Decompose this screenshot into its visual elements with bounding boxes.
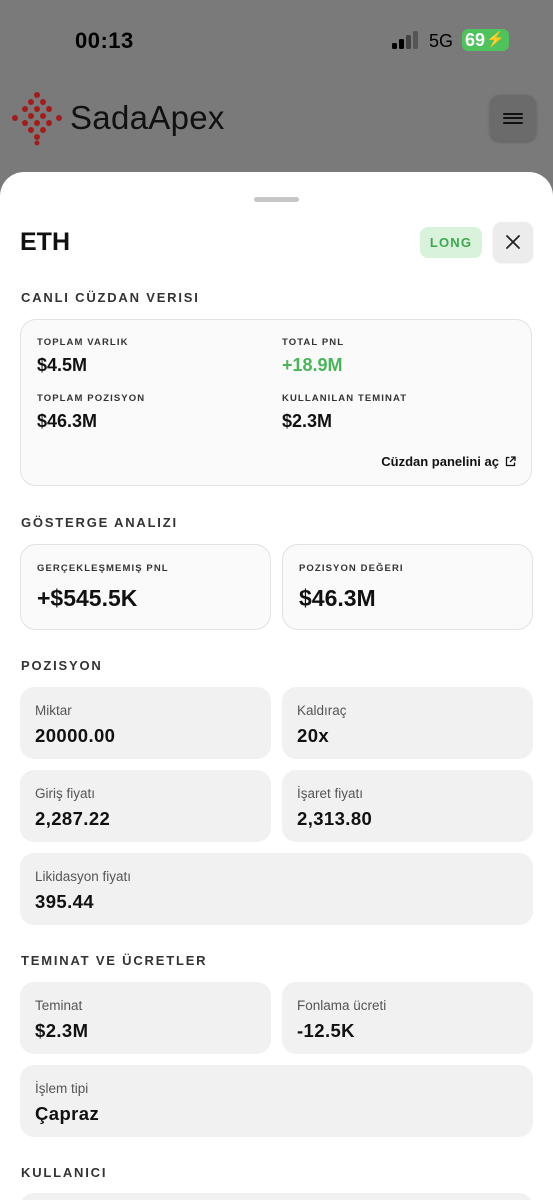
menu-button[interactable] bbox=[490, 95, 536, 141]
position-value-card: POZISYON DEĞERI $46.3M bbox=[282, 544, 533, 630]
used-margin-label: KULLANILAN TEMINAT bbox=[282, 393, 408, 404]
brand-name: SadaApex bbox=[70, 99, 225, 136]
battery-indicator: 69 ⚡ bbox=[462, 29, 509, 51]
position-value-label: POZISYON DEĞERI bbox=[299, 563, 404, 574]
unrealized-pnl-value: +$545.5K bbox=[37, 585, 138, 611]
margin-value: $2.3M bbox=[35, 1020, 89, 1041]
margin-section-heading: TEMINAT VE ÜCRETLER bbox=[21, 953, 208, 968]
amount-label: Miktar bbox=[35, 703, 72, 718]
trade-type-label: İşlem tipi bbox=[35, 1081, 89, 1096]
status-bar: 00:13 5G 69 ⚡ bbox=[0, 0, 553, 80]
mark-price-value: 2,313.80 bbox=[297, 808, 373, 829]
external-link-icon bbox=[505, 456, 516, 467]
position-section-heading: POZISYON bbox=[21, 658, 103, 673]
position-detail-sheet: ETH LONG CANLI CÜZDAN VERISI TOPLAM VARL… bbox=[0, 172, 553, 1200]
liquidation-price-card: Likidasyon fiyatı 395.44 bbox=[20, 853, 533, 925]
amount-card: Miktar 20000.00 bbox=[20, 687, 271, 759]
brand-logo-icon bbox=[12, 92, 62, 146]
entry-price-card: Giriş fiyatı 2,287.22 bbox=[20, 770, 271, 842]
open-wallet-panel-label: Cüzdan panelini aç bbox=[381, 454, 499, 469]
battery-level: 69 bbox=[465, 30, 486, 50]
entry-price-label: Giriş fiyatı bbox=[35, 786, 96, 801]
used-margin-value: $2.3M bbox=[282, 411, 333, 431]
total-pnl-value: +18.9M bbox=[282, 355, 343, 375]
cellular-signal-icon bbox=[392, 31, 422, 49]
total-assets-label: TOPLAM VARLIK bbox=[37, 337, 129, 348]
charging-bolt-icon: ⚡ bbox=[486, 31, 505, 48]
wallet-card: TOPLAM VARLIK $4.5M TOTAL PNL +18.9M TOP… bbox=[20, 319, 532, 486]
close-icon bbox=[506, 235, 520, 249]
funding-fee-label: Fonlama ücreti bbox=[297, 998, 387, 1013]
unrealized-pnl-card: GERÇEKLEŞMEMIŞ PNL +$545.5K bbox=[20, 544, 271, 630]
asset-title: ETH bbox=[20, 228, 70, 256]
indicator-section-heading: GÖSTERGE ANALIZI bbox=[21, 515, 178, 530]
hamburger-icon bbox=[503, 110, 523, 126]
total-position-label: TOPLAM POZISYON bbox=[37, 393, 146, 404]
liquidation-price-label: Likidasyon fiyatı bbox=[35, 869, 132, 884]
leverage-value: 20x bbox=[297, 725, 330, 746]
user-card bbox=[20, 1193, 533, 1200]
amount-value: 20000.00 bbox=[35, 725, 116, 746]
total-pnl-label: TOTAL PNL bbox=[282, 337, 345, 348]
user-section-heading: KULLANICI bbox=[21, 1165, 108, 1180]
funding-fee-card: Fonlama ücreti -12.5K bbox=[282, 982, 533, 1054]
total-position-value: $46.3M bbox=[37, 411, 98, 431]
leverage-card: Kaldıraç 20x bbox=[282, 687, 533, 759]
position-side-badge: LONG bbox=[420, 227, 482, 258]
mark-price-label: İşaret fiyatı bbox=[297, 786, 364, 801]
margin-card: Teminat $2.3M bbox=[20, 982, 271, 1054]
sheet-drag-handle[interactable] bbox=[254, 197, 299, 202]
position-value-value: $46.3M bbox=[299, 585, 376, 611]
trade-type-card: İşlem tipi Çapraz bbox=[20, 1065, 533, 1137]
wallet-section-heading: CANLI CÜZDAN VERISI bbox=[21, 290, 200, 305]
unrealized-pnl-label: GERÇEKLEŞMEMIŞ PNL bbox=[37, 563, 169, 574]
total-assets-value: $4.5M bbox=[37, 355, 88, 375]
margin-label: Teminat bbox=[35, 998, 83, 1013]
leverage-label: Kaldıraç bbox=[297, 703, 347, 718]
network-type: 5G bbox=[429, 31, 454, 51]
mark-price-card: İşaret fiyatı 2,313.80 bbox=[282, 770, 533, 842]
open-wallet-panel-link[interactable]: Cüzdan panelini aç bbox=[381, 454, 516, 469]
entry-price-value: 2,287.22 bbox=[35, 808, 111, 829]
funding-fee-value: -12.5K bbox=[297, 1020, 355, 1041]
trade-type-value: Çapraz bbox=[35, 1103, 100, 1124]
close-button[interactable] bbox=[493, 222, 533, 262]
status-time: 00:13 bbox=[75, 28, 134, 53]
liquidation-price-value: 395.44 bbox=[35, 891, 94, 912]
